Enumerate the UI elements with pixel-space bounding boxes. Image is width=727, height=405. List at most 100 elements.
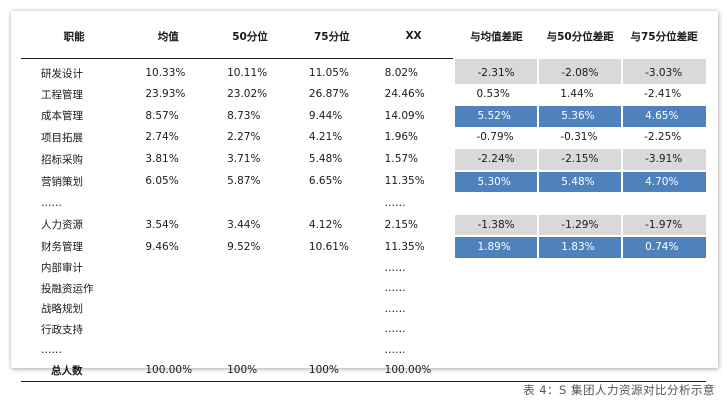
cell-p50 xyxy=(209,319,291,340)
cell-p75: 5.48% xyxy=(308,153,343,166)
hr-comparison-table: 职能 均值 50分位 75分位 XX 与均值差距 与50分位差距 与75分位差距… xyxy=(21,15,706,382)
cell-mean xyxy=(127,299,209,320)
cell-p50: 5.87% xyxy=(227,175,261,188)
cell-diff-p50 xyxy=(538,319,622,340)
cell-diff-p75 xyxy=(622,299,706,320)
total-cell-p75: 100% xyxy=(290,360,373,382)
cell-mean xyxy=(127,192,209,214)
table-row: 人力资源 3.54% 3.44% 4.12% 2.15% -1.38% -1.29% -1.9… xyxy=(21,212,706,236)
cell-mean: 2.74% xyxy=(145,131,179,144)
cell-p50 xyxy=(209,258,291,279)
cell-diff-p75: 4.70% xyxy=(621,169,706,192)
cell-function: 人力资源 xyxy=(41,219,83,232)
cell-xx: 11.35% xyxy=(384,240,425,253)
cell-function: 招标采购 xyxy=(41,153,83,166)
cell-diff-p50 xyxy=(538,299,622,320)
total-cell-function: 总人数 xyxy=(21,360,128,382)
cell-xx: …… xyxy=(384,282,406,295)
cell-diff-mean: 1.89% xyxy=(453,235,539,258)
table-row: 战略规划 …… xyxy=(21,299,706,320)
total-cell-diff-p75 xyxy=(622,360,706,382)
cell-xx: 14.09% xyxy=(384,109,425,122)
cell-p75 xyxy=(291,258,373,279)
cell-xx: …… xyxy=(384,261,406,274)
cell-p50: 9.52% xyxy=(227,240,261,253)
cell-diff-p75: -3.03% xyxy=(621,57,706,84)
table-row: 工程管理 23.93% 23.02% 26.87% 24.46% 0.53% 1.44% -2… xyxy=(21,84,706,106)
cell-mean xyxy=(127,278,209,299)
total-row: 总人数 100.00% 100% 100% 100.00% xyxy=(21,360,706,382)
cell-mean: 3.81% xyxy=(145,153,179,166)
cell-diff-p75: -3.91% xyxy=(621,147,706,171)
cell-p50: 8.73% xyxy=(227,109,261,122)
table-row: 项目拓展 2.74% 2.27% 4.21% 1.96% -0.79% -0.31% -2.2… xyxy=(21,127,706,149)
cell-xx: …… xyxy=(384,323,406,336)
cell-diff-p50: -2.15% xyxy=(537,147,623,171)
cell-diff-mean: -1.38% xyxy=(453,212,539,236)
cell-function: 财务管理 xyxy=(41,241,83,254)
cell-diff-p50: 5.48% xyxy=(537,169,623,192)
cell-p50: 2.27% xyxy=(227,131,261,144)
cell-diff-mean: 5.52% xyxy=(453,104,539,127)
cell-diff-mean: -2.24% xyxy=(453,147,539,171)
cell-p75: 10.61% xyxy=(308,240,349,253)
table-row: 招标采购 3.81% 3.71% 5.48% 1.57% -2.24% -2.15% -3.9… xyxy=(21,147,706,171)
total-cell-mean: 100.00% xyxy=(127,360,210,382)
cell-function: 研发设计 xyxy=(41,67,83,80)
table-row: 营销策划 6.05% 5.87% 6.65% 11.35% 5.30% 5.48% 4.70% xyxy=(21,169,706,192)
cell-mean: 8.57% xyxy=(145,109,179,122)
cell-function: 投融资运作 xyxy=(41,282,94,295)
cell-function: 成本管理 xyxy=(41,110,83,123)
cell-diff-mean xyxy=(454,192,538,214)
table-row: 研发设计 10.33% 10.11% 11.05% 8.02% -2.31% -2.08% -… xyxy=(21,57,706,84)
cell-diff-mean: 5.30% xyxy=(453,169,539,192)
cell-xx: …… xyxy=(384,302,406,315)
cell-xx: …… xyxy=(384,196,406,209)
cell-p50 xyxy=(209,340,291,361)
header-row: 职能 均值 50分位 75分位 XX 与均值差距 与50分位差距 与75分位差距 xyxy=(21,15,706,59)
header-function: 职能 xyxy=(21,15,128,59)
cell-diff-mean xyxy=(454,258,538,279)
cell-p75: 9.44% xyxy=(308,109,343,122)
cell-diff-p75 xyxy=(622,258,706,279)
total-cell-p50: 100% xyxy=(209,360,291,382)
cell-function: 营销策划 xyxy=(41,175,83,188)
cell-p75: 4.12% xyxy=(308,218,343,231)
cell-p75: 4.21% xyxy=(308,131,343,144)
cell-function: …… xyxy=(41,196,62,209)
header-diff-mean: 与均值差距 xyxy=(454,15,539,59)
cell-p75 xyxy=(291,278,373,299)
cell-diff-mean xyxy=(454,278,538,299)
cell-mean: 9.46% xyxy=(145,240,179,253)
cell-mean xyxy=(127,340,209,361)
cell-diff-p50: 1.83% xyxy=(537,235,623,258)
header-p75: 75分位 xyxy=(290,15,373,59)
cell-p50: 10.11% xyxy=(227,67,268,79)
cell-xx: 2.15% xyxy=(384,218,419,231)
cell-diff-p75 xyxy=(622,192,706,214)
cell-xx: 8.02% xyxy=(384,67,419,79)
cell-diff-p50 xyxy=(538,340,622,361)
cell-mean: 3.54% xyxy=(145,218,179,231)
cell-xx: 1.96% xyxy=(384,131,419,144)
cell-xx: 24.46% xyxy=(384,88,425,101)
cell-function: 项目拓展 xyxy=(41,131,83,144)
cell-function: 行政支持 xyxy=(41,323,83,336)
cell-diff-p75 xyxy=(622,278,706,299)
total-cell-diff-mean xyxy=(454,360,539,382)
cell-diff-p50 xyxy=(538,192,622,214)
cell-xx: …… xyxy=(384,343,406,356)
cell-diff-mean: -2.31% xyxy=(453,57,539,84)
table-row: …… …… xyxy=(21,340,706,361)
cell-diff-mean: -0.79% xyxy=(476,130,514,143)
cell-p75 xyxy=(291,319,373,340)
table-caption: 表 4：S 集团人力资源对比分析示意 xyxy=(523,383,715,397)
cell-p50 xyxy=(209,278,291,299)
cell-function: …… xyxy=(41,343,62,356)
table-row: 内部审计 …… xyxy=(21,258,706,279)
header-diff-p50: 与50分位差距 xyxy=(538,15,623,59)
cell-function: 内部审计 xyxy=(41,262,83,275)
cell-mean xyxy=(127,319,209,340)
cell-mean: 6.05% xyxy=(145,175,179,188)
cell-diff-p50: -2.08% xyxy=(537,57,623,84)
